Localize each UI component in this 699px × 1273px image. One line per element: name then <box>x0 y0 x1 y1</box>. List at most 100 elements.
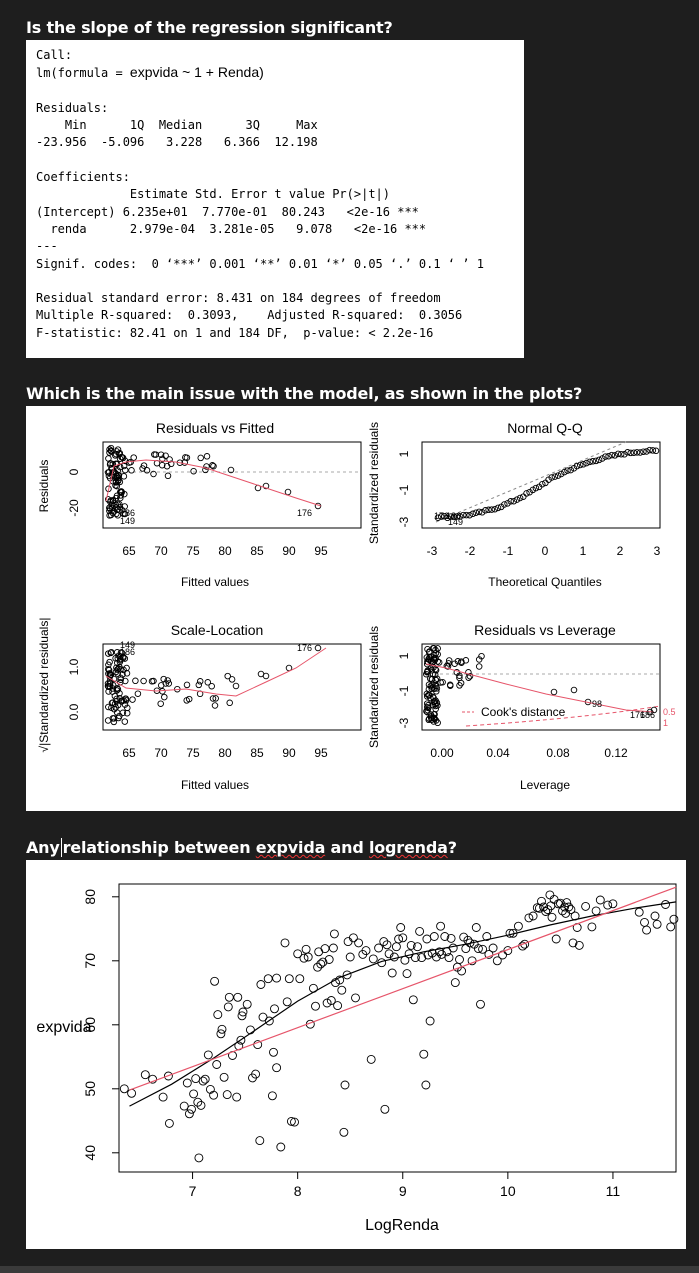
rvf-point <box>112 470 120 477</box>
sl-point <box>118 697 126 704</box>
scatter-point <box>194 1153 204 1163</box>
rvl-point <box>475 663 483 670</box>
qq-point <box>520 493 527 500</box>
rvl-ytick: -3 <box>397 717 411 728</box>
qq-point <box>551 473 559 480</box>
rvl-ylabel: Standardized residuals <box>367 626 381 748</box>
qq-ylabel: Standardized residuals <box>367 422 381 544</box>
qq-point <box>539 480 546 488</box>
qq-point <box>567 466 574 474</box>
qq-point <box>621 451 628 458</box>
residuals-vs-fitted-plot: Residuals vs Fitted 176 186 149 65 70 75… <box>37 420 362 589</box>
rvl-point <box>425 686 433 693</box>
sl-point <box>262 672 270 680</box>
rvl-point <box>423 703 431 711</box>
scatter-point <box>340 1080 350 1090</box>
rvl-xtick: 0.08 <box>546 746 570 760</box>
qq-point <box>611 452 619 459</box>
scatter-point <box>212 1060 222 1069</box>
rvl-point <box>423 700 431 707</box>
scatter-point <box>348 933 358 943</box>
qq-point <box>460 511 467 519</box>
rvf-point <box>203 453 211 460</box>
rvf-title: Residuals vs Fitted <box>156 420 274 436</box>
scatter-point <box>413 942 422 952</box>
rvf-point <box>120 510 127 518</box>
scatter-point <box>444 953 454 963</box>
rvf-label-149: 149 <box>120 516 135 526</box>
rvl-point <box>570 686 578 694</box>
lowess-curve <box>129 901 677 1107</box>
sl-xtick: 85 <box>250 746 264 760</box>
spellcheck-word-expvida[interactable]: expvida <box>255 838 326 857</box>
scatter-point <box>402 969 412 979</box>
rvf-point <box>197 454 204 462</box>
scatter-point <box>666 922 676 932</box>
rvf-point <box>209 462 216 469</box>
scatter-point <box>384 949 394 959</box>
scatter-xlabel: LogRenda <box>365 1217 439 1234</box>
rvf-xtick: 75 <box>186 544 200 558</box>
qq-ytick: 1 <box>397 450 411 457</box>
rvf-point <box>143 467 151 474</box>
scatter-point <box>286 1116 296 1126</box>
qq-point <box>548 474 555 481</box>
sl-point <box>224 672 231 680</box>
scatter-point <box>329 929 339 939</box>
scatter-point <box>163 1071 173 1081</box>
rvl-label-186: 186 <box>640 710 655 720</box>
coefficient-row-renda-values: 2.979e-04 3.281e-05 9.078 <2e-16 *** <box>86 221 427 236</box>
scatter-point <box>513 921 523 931</box>
scatter-ylabel: expvida <box>36 1019 91 1036</box>
qq-x-ticks: -3 -2 -1 0 1 2 3 <box>427 544 661 558</box>
rvf-points <box>104 444 322 519</box>
scatter-point <box>415 926 425 936</box>
scatter-point <box>640 917 649 927</box>
sl-ytick: 1.0 <box>67 658 81 675</box>
question-issue-heading: Which is the main issue with the model, … <box>26 384 583 403</box>
scatter-point <box>391 942 401 952</box>
scatter-point <box>224 992 234 1002</box>
sl-point <box>208 682 215 690</box>
scatter-point <box>324 955 334 964</box>
rvf-point <box>106 446 113 453</box>
sl-point <box>105 688 112 695</box>
scatter-points <box>119 890 679 1163</box>
qq-point <box>602 453 609 460</box>
sl-point <box>116 657 124 664</box>
scatter-point <box>205 1084 215 1094</box>
spellcheck-word-logrenda[interactable]: logrenda <box>368 838 448 857</box>
scatter-point <box>380 1104 390 1114</box>
rvl-point <box>431 682 439 689</box>
bottom-bar <box>0 1266 699 1273</box>
scatter-point <box>184 1109 194 1119</box>
sl-point <box>105 703 112 711</box>
sl-point <box>204 679 212 686</box>
sl-point <box>119 709 127 717</box>
sl-point <box>110 718 118 726</box>
qq-point <box>529 486 537 494</box>
heading-suffix: ? <box>447 838 457 857</box>
sl-point <box>121 655 129 662</box>
x-tick-label: 11 <box>606 1183 621 1199</box>
scatter-point <box>440 932 450 941</box>
qq-point <box>472 509 480 516</box>
scatter-point <box>520 939 530 949</box>
rvf-point <box>139 465 146 472</box>
scatter-point <box>311 1001 320 1011</box>
scatter-point <box>595 895 605 905</box>
sl-point <box>132 677 139 685</box>
sl-point <box>105 665 112 673</box>
scatter-point <box>295 974 305 984</box>
rvf-point <box>150 470 157 478</box>
rvf-xtick: 85 <box>250 544 264 558</box>
scatter-plot-panel: 7 8 9 10 11 40 50 60 70 80 LogRenda expvida <box>26 860 686 1249</box>
scatter-point <box>217 1024 227 1034</box>
rvf-point <box>112 452 119 459</box>
scatter-point <box>455 955 464 964</box>
scatter-point <box>566 905 576 915</box>
qq-point <box>469 510 477 518</box>
coefficient-row-intercept: (Intercept) 6.235e+01 7.770e-01 80.243 <… <box>36 204 419 219</box>
rvf-xtick: 95 <box>314 544 328 558</box>
scatter-point <box>562 898 572 908</box>
